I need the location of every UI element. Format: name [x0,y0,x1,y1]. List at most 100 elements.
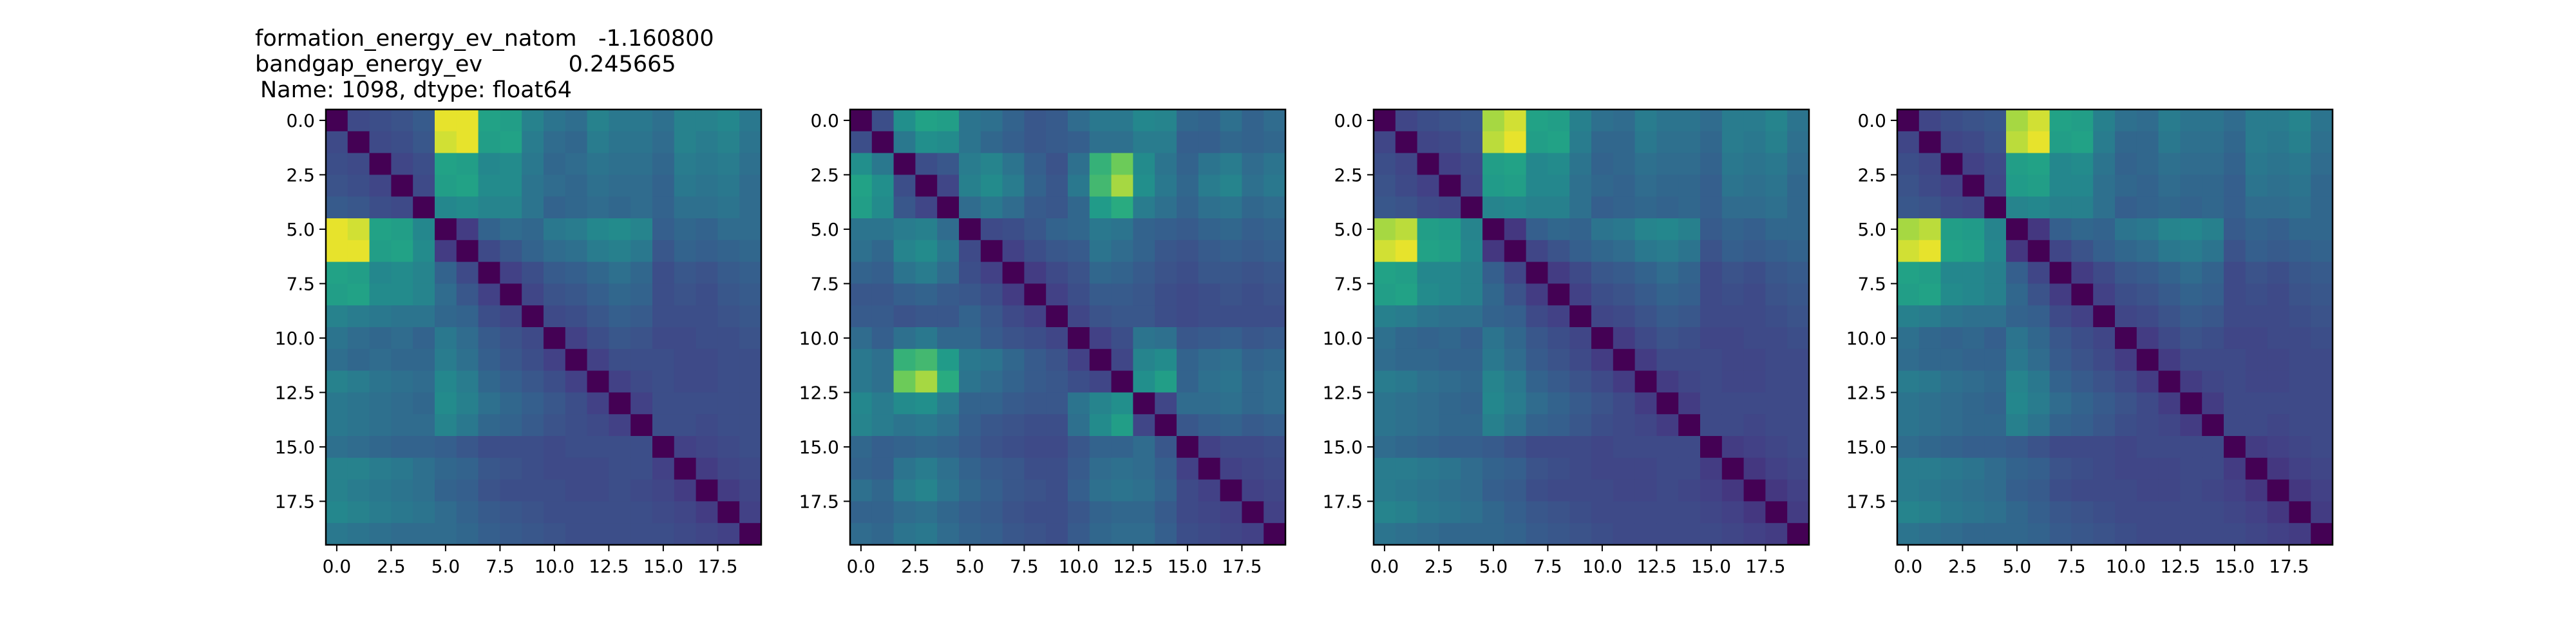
heatmap-cell [674,131,697,154]
heatmap-cell [2158,153,2181,175]
heatmap-cell [1700,479,1723,502]
heatmap-cell [1242,479,1264,502]
heatmap-cell [1111,327,1133,350]
heatmap-cell [2289,523,2311,545]
heatmap-cell [2049,370,2072,393]
heatmap-cell [1155,196,1177,219]
y-tick-label: 10.0 [799,328,839,349]
heatmap-cell [1002,240,1025,263]
heatmap-cell [1220,457,1242,480]
heatmap-cell [1089,261,1112,284]
heatmap-cell [1504,261,1527,284]
heatmap-cell [587,305,609,328]
heatmap-cell [1984,196,2007,219]
heatmap-cell [1417,109,1439,132]
heatmap-cell [1242,392,1264,415]
x-tick-label: 7.5 [486,556,515,577]
heatmap-cell [1613,327,1636,350]
heatmap-cell [1765,305,1788,328]
heatmap-cell [1024,175,1046,197]
heatmap-cell [369,109,392,132]
heatmap-cell [1678,348,1701,372]
heatmap-cell [326,261,348,284]
heatmap-cell [893,153,916,175]
heatmap-cell [1940,261,1963,284]
heatmap-cell [2289,109,2311,132]
heatmap-cell [1962,414,1985,437]
heatmap-cell [1395,457,1418,480]
heatmap-cell [2158,109,2181,132]
heatmap-cell [2224,457,2246,480]
heatmap-cell [1417,153,1439,175]
heatmap-cell [565,283,588,306]
heatmap-cell [1046,479,1068,502]
heatmap-cell [2158,457,2181,480]
heatmap-cell [1634,348,1657,372]
heatmap-cell [2180,261,2202,284]
heatmap-cell [1918,479,1942,502]
x-tick-label: 17.5 [2269,556,2309,577]
heatmap-cell [959,196,981,219]
heatmap-cell [2136,240,2159,263]
heatmap-cell [652,305,675,328]
heatmap-cell [326,175,348,197]
heatmap-cell [1177,370,1199,393]
heatmap-cell [1526,283,1548,306]
heatmap-cell [1024,457,1046,480]
heatmap-cell [1940,523,1963,545]
heatmap-cell [2027,501,2050,524]
heatmap-cell [1198,479,1221,502]
heatmap-cell [937,523,960,545]
heatmap-cell [630,523,653,545]
heatmap-cell [2115,392,2137,415]
plot-frame [849,108,1287,546]
heatmap-cell [1765,501,1788,524]
heatmap-cell [1417,523,1439,545]
y-tick-label: 12.5 [1846,382,1886,403]
heatmap-cell [1374,283,1396,306]
heatmap-cell [630,153,653,175]
heatmap-cell [500,457,522,480]
heatmap-cell [717,479,740,502]
heatmap-cell [1220,131,1242,154]
heatmap-cell [522,457,544,480]
heatmap-cell [478,240,500,263]
heatmap-cell [937,109,960,132]
heatmap-cell [1395,175,1418,197]
heatmap-cell [609,414,631,437]
heatmap-cell [1024,261,1046,284]
heatmap-cell [1220,392,1242,415]
heatmap-cell [1046,392,1068,415]
heatmap-cell [565,131,588,154]
heatmap-cell [2027,261,2050,284]
heatmap-cell [2158,348,2181,372]
heatmap-cell [1918,327,1942,350]
heatmap-cell [1504,392,1527,415]
heatmap-cell [652,436,675,459]
heatmap-cell [587,457,609,480]
heatmap-cell [1417,414,1439,437]
heatmap-cell [2289,479,2311,502]
heatmap-cell [2027,479,2050,502]
heatmap-cell [2202,327,2224,350]
heatmap-cell [2071,131,2094,154]
heatmap-cell [1177,327,1199,350]
heatmap-cell [1743,436,1766,459]
heatmap-cell [1461,457,1483,480]
heatmap-cell [1068,479,1090,502]
heatmap-cell [2093,283,2116,306]
heatmap-cell [871,436,895,459]
heatmap-cell [478,109,500,132]
heatmap-cell [717,218,740,241]
heatmap-cell [2006,218,2029,241]
heatmap-cell [1678,457,1701,480]
heatmap-cell [1569,479,1592,502]
heatmap-cell [1504,218,1527,241]
heatmap-cell [1417,327,1439,350]
heatmap-cell [2224,348,2246,372]
heatmap-cell [1918,261,1942,284]
heatmap-cell [1046,457,1068,480]
heatmap-cell [1002,305,1025,328]
heatmap-cell [2049,501,2072,524]
heatmap-cell [435,131,457,154]
